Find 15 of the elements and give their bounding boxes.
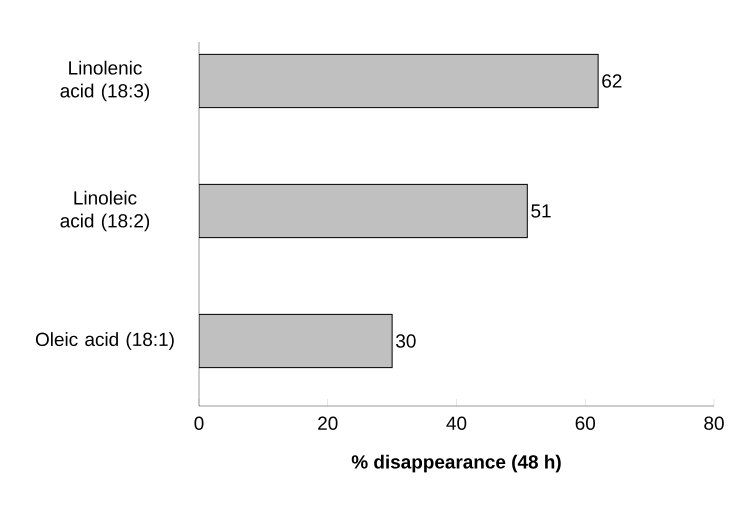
data-label: 62 xyxy=(602,74,622,88)
x-tick-label: 80 xyxy=(704,416,724,430)
x-tick-label: 40 xyxy=(446,416,466,430)
bar xyxy=(199,184,528,238)
x-tick-label: 60 xyxy=(576,416,596,430)
data-label: 30 xyxy=(396,334,416,348)
bar xyxy=(199,314,393,368)
y-tick-label: Linoleic acid (18:2) xyxy=(60,190,150,232)
bar xyxy=(199,54,599,108)
y-tick-label: Linolenic acid (18:3) xyxy=(60,60,150,102)
x-axis-title: % disappearance (48 h) xyxy=(352,454,561,472)
x-tick-label: 20 xyxy=(318,416,338,430)
data-label: 51 xyxy=(531,204,551,218)
x-tick-label: 0 xyxy=(194,416,204,430)
y-tick-label: Oleic acid (18:1) xyxy=(36,332,174,350)
